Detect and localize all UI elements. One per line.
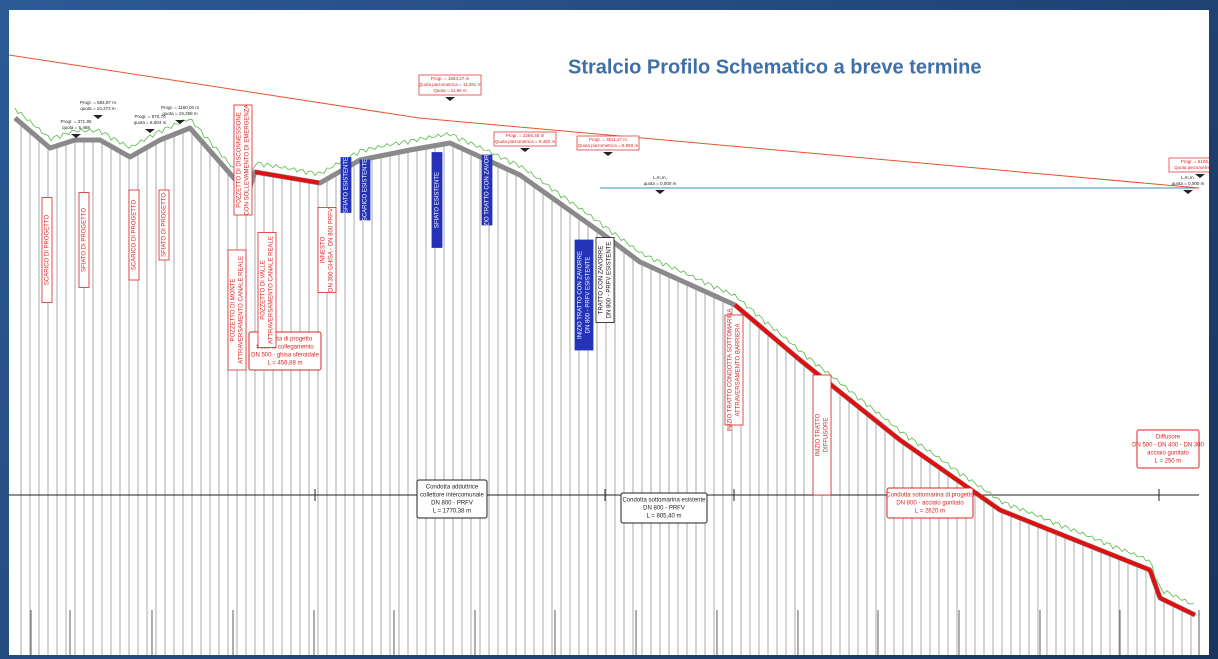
vertical-label-text: DN 800 - PRFV ESISTENTE [586, 257, 592, 334]
station-text: quota = 5,468 [62, 125, 90, 130]
vertical-label: SFIATO ESISTENTE [432, 153, 442, 248]
station-text: quota = 10,273 m [80, 106, 115, 111]
vertical-label-text: INIZIO TRATTO CONDOTTA SOTTOMARINA [728, 309, 734, 432]
pipe-box-text: Condotta adduttrice [426, 485, 479, 491]
vertical-label-text: SFIATO DI PROGETTO [82, 208, 88, 272]
vertical-label-text: ATTRAVERSAMENTO BARRIERA [736, 323, 742, 416]
pipe-box-text: Condotta sottomarina di progetto [886, 493, 974, 499]
station-text: quota = 15,298 m [162, 111, 197, 116]
pipe-box-text: L = 456,88 m [268, 361, 303, 367]
vertical-label: SFIATO DI PROGETTO [79, 193, 89, 288]
pipe-box-text: collettore intercomunale [420, 493, 484, 499]
vertical-label-text: POZZETTO DI DISCONNESSIONE [237, 112, 243, 208]
vertical-label-text: POZZETTO DI MONTE [231, 279, 237, 342]
station-text: Progr. = 2266,45 m [506, 133, 545, 138]
pipe-box-text: DN 800 - PRFV [431, 501, 473, 507]
station-text: Progr. = 1584,27 m [431, 76, 470, 81]
vertical-label: SFIATO DI PROGETTO [159, 190, 169, 260]
station-text: Progr. = 1160,00 m [161, 105, 199, 110]
station-text: Quota piezometrica = 9,460 m [495, 139, 556, 144]
station-text: Progr. = 870,70 [135, 114, 166, 119]
vertical-label-text: DIFFUSORE [824, 418, 830, 453]
pipe-box-text: L = 1770,38 m [433, 509, 471, 515]
vertical-label: SCARICO DI PROGETTO [129, 190, 139, 280]
vertical-label: SFIATO ESISTENTE [341, 157, 351, 213]
vertical-label: INIZIO TRATTO CON ZAVORRE [482, 146, 492, 234]
station-text: quota = 0,000 m [644, 181, 677, 186]
pipe-box-text: L = 805,40 m [647, 514, 682, 520]
vertical-label-text: SCARICO ESISTENTE [363, 159, 369, 221]
vertical-label-text: DN 300 GHISA - DN 800 PRFV [329, 208, 335, 292]
station-text: Quota = 11,96 m [433, 88, 467, 93]
vertical-label-text: POZZETTO DI VALLE [261, 260, 267, 319]
pipe-box-text: Condotta sottomarina esistente [622, 498, 706, 504]
pipe-box-text: DN 800 - PRFV [643, 506, 685, 512]
pipe-box-text: DN 500 - ghisa sferoidale [251, 353, 319, 359]
pipe-box-text: DN 800 - acciaio gunitato [896, 501, 964, 507]
vertical-label-text: SFIATO ESISTENTE [344, 157, 350, 213]
station-text: L.m.m. [653, 175, 667, 180]
pipe-box-text: DN 500 - DN 400 - DN 300 [1132, 443, 1204, 449]
station-text: Quota piezometrica = 11,291 m [419, 82, 482, 87]
station-text: quota = 0,000 m [1172, 181, 1205, 186]
pipe-box-text: L = 2620 m [915, 509, 945, 515]
station-text: Progr. = 6106,33 m [1181, 159, 1209, 164]
vertical-label-text: INIZIO TRATTO CON ZAVORRE [578, 251, 584, 339]
vertical-label: SCARICO DI PROGETTO [42, 198, 52, 303]
vertical-label-text: CON SOLLEVAMENTO DI EMERGENZA [245, 105, 251, 216]
station-text: Quota piezometrica = 5,993 m [578, 143, 639, 148]
station-text: L.m.m. [1181, 175, 1195, 180]
vertical-label-text: DN 800 - PRFV ESISTENTE [607, 242, 613, 319]
vertical-label-text: INIZIO TRATTO [816, 413, 822, 456]
station-text: Progr. = 584,87 m [80, 100, 116, 105]
station-text: Progr. = 371,95 [61, 119, 92, 124]
vertical-label-text: SCARICO DI PROGETTO [132, 200, 138, 271]
profile-drawing: Stralcio Profilo Schematico a breve term… [9, 10, 1209, 655]
station-text: Quota piezometrica = 1,... [1174, 165, 1209, 170]
vertical-label-text: INNESTO [321, 236, 327, 263]
pipe-box-text: acciaio gunitato [1147, 451, 1189, 457]
vertical-label: SCARICO ESISTENTE [360, 159, 370, 221]
pipe-box-text: Diffusore [1156, 435, 1181, 441]
vertical-label-text: ATTRAVERSAMENTO CANALE REALE [239, 256, 245, 364]
pipe-box-text: L = 250 m [1155, 459, 1182, 465]
vertical-label-text: SFIATO DI PROGETTO [162, 193, 168, 257]
station-text: quota = 8,604 m [134, 120, 167, 125]
vertical-label-text: SFIATO ESISTENTE [435, 172, 441, 228]
title: Stralcio Profilo Schematico a breve term… [568, 56, 981, 78]
station-text: Progr. = 3511,27 m [589, 137, 627, 142]
vertical-label-text: TRATTO CON ZAVORRE [599, 246, 605, 315]
vertical-label-text: ATTRAVERSAMENTO CANALE REALE [269, 236, 275, 344]
vertical-label-text: INIZIO TRATTO CON ZAVORRE [485, 146, 491, 234]
vertical-label-text: SCARICO DI PROGETTO [45, 215, 51, 286]
